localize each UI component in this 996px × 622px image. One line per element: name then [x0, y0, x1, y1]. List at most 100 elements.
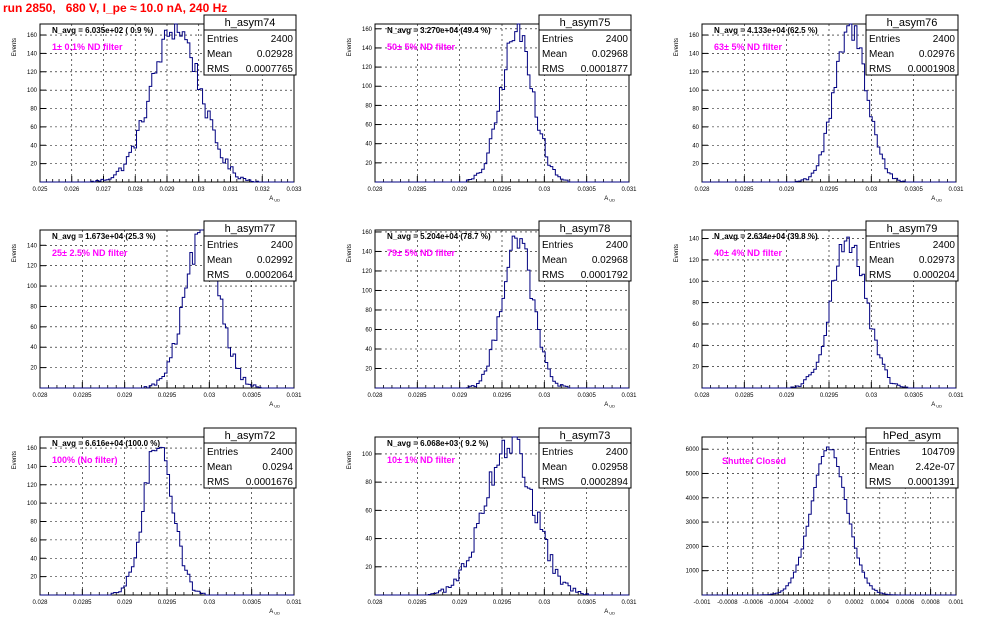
x-tick-label: -0.0002 [793, 600, 814, 606]
x-tick-label: 0.0004 [871, 600, 890, 606]
stats-value: 2400 [271, 447, 294, 458]
y-tick-label: 40 [692, 343, 699, 349]
stats-box [203, 14, 297, 76]
x-tick-label: 0.0285 [408, 393, 427, 399]
stats-label: Mean [542, 49, 567, 60]
y-tick-label: 20 [30, 575, 37, 581]
x-tick-label: 0.03 [538, 393, 550, 399]
stats-value: 0.0001908 [908, 64, 956, 75]
stats-box-title: h_asym74 [225, 17, 276, 29]
stats-box-title: h_asym72 [225, 430, 276, 442]
x-tick-label: 0.029 [779, 393, 795, 399]
x-tick-label: 0.0285 [408, 600, 427, 606]
x-tick-label: -0.001 [693, 600, 711, 606]
y-tick-label: 20 [365, 366, 372, 372]
stats-box [865, 14, 959, 76]
y-tick-label: 5000 [686, 471, 700, 477]
y-tick-label: 120 [27, 483, 38, 489]
histogram-line [375, 436, 629, 596]
stats-value: 0.0001792 [581, 270, 629, 281]
y-tick-label: 40 [30, 345, 37, 351]
y-tick-label: 40 [30, 556, 37, 562]
y-tick-label: 120 [27, 264, 38, 270]
x-tick-label: 0.03 [203, 600, 215, 606]
stats-box [538, 14, 632, 76]
x-tick-label: 0.031 [621, 187, 637, 193]
x-tick-label: 0.0295 [820, 393, 839, 399]
stats-value: 2400 [271, 240, 294, 251]
x-tick-label: -0.0006 [743, 600, 764, 606]
x-tick-label: 0.0305 [577, 393, 596, 399]
stats-value: 0.0001676 [246, 477, 294, 488]
x-tick-label: 0.0305 [577, 600, 596, 606]
chart-h_asym72: 0.028 0.0285 0.029 0.0295 0.03 0.0305 0.031 20 4… [12, 427, 302, 616]
y-tick-label: 100 [689, 279, 700, 285]
stats-label: Mean [869, 49, 894, 60]
histogram-line [40, 229, 294, 389]
chart-h_asym76: 0.028 0.0285 0.029 0.0295 0.03 0.0305 0.031 20 4… [674, 14, 964, 203]
y-axis-title: Events [347, 38, 353, 56]
histogram-line [375, 23, 629, 183]
x-tick-label: 0.0295 [493, 600, 512, 606]
stats-label: RMS [207, 64, 230, 75]
x-tick-label: 0.0008 [921, 600, 940, 606]
stats-label: Entries [869, 447, 900, 458]
x-tick-label: 0.001 [948, 600, 964, 606]
x-tick-label: 0.0305 [242, 600, 261, 606]
y-tick-label: 60 [30, 325, 37, 331]
y-tick-label: 120 [689, 258, 700, 264]
filter-label: 10± 1% ND filter [387, 455, 455, 465]
y-tick-label: 60 [30, 125, 37, 131]
stats-label: RMS [869, 270, 892, 281]
x-tick-label: 0.0295 [493, 187, 512, 193]
x-tick-label: 0.033 [286, 187, 302, 193]
y-tick-label: 40 [30, 143, 37, 149]
stats-label: Entries [869, 34, 900, 45]
y-tick-label: 4000 [686, 496, 700, 502]
y-tick-label: 60 [692, 125, 699, 131]
stats-value: 0.02973 [919, 255, 956, 266]
x-tick-label: 0.0285 [73, 600, 92, 606]
x-tick-label: 0.029 [117, 600, 133, 606]
y-axis-title: Events [347, 451, 353, 469]
y-tick-label: 140 [27, 464, 38, 470]
stats-box-title: h_asym75 [560, 17, 611, 29]
navg-label: N_avg = 6.068e+03 ( 9.2 %) [387, 439, 489, 448]
y-tick-label: 40 [365, 142, 372, 148]
y-tick-label: 80 [692, 301, 699, 307]
x-tick-label: 0.0305 [904, 393, 923, 399]
stats-box-title: h_asym76 [887, 17, 938, 29]
y-tick-label: 60 [365, 327, 372, 333]
stats-label: Mean [542, 462, 567, 473]
y-tick-label: 40 [365, 347, 372, 353]
x-axis-title: AUD [604, 196, 615, 203]
y-tick-label: 100 [27, 284, 38, 290]
chart-h_asym78: 0.028 0.0285 0.029 0.0295 0.03 0.0305 0.031 20 4… [347, 220, 637, 409]
y-tick-label: 100 [27, 501, 38, 507]
stats-label: Mean [869, 255, 894, 266]
stats-label: RMS [869, 477, 892, 488]
x-axis-title: AUD [269, 196, 280, 203]
y-tick-label: 80 [30, 304, 37, 310]
filter-label: 100% (No filter) [52, 455, 118, 465]
x-tick-label: 0.0295 [820, 187, 839, 193]
stats-value: 104709 [922, 447, 956, 458]
x-tick-label: 0.0285 [735, 393, 754, 399]
x-tick-label: 0.0305 [577, 187, 596, 193]
stats-label: Entries [207, 34, 238, 45]
stats-label: Entries [869, 240, 900, 251]
navg-label: N_avg = 4.133e+04 (62.5 %) [714, 26, 818, 35]
y-tick-label: 160 [27, 446, 38, 452]
x-tick-label: 0.0285 [408, 187, 427, 193]
stats-value: 0.000204 [913, 270, 955, 281]
stats-label: Entries [207, 240, 238, 251]
y-tick-label: 6000 [686, 447, 700, 453]
y-tick-label: 60 [30, 538, 37, 544]
y-tick-label: 160 [27, 33, 38, 39]
histogram-line [40, 446, 294, 596]
y-tick-label: 140 [689, 237, 700, 243]
x-tick-label: 0.028 [367, 187, 383, 193]
x-tick-label: 0.032 [255, 187, 271, 193]
y-tick-label: 140 [362, 249, 373, 255]
